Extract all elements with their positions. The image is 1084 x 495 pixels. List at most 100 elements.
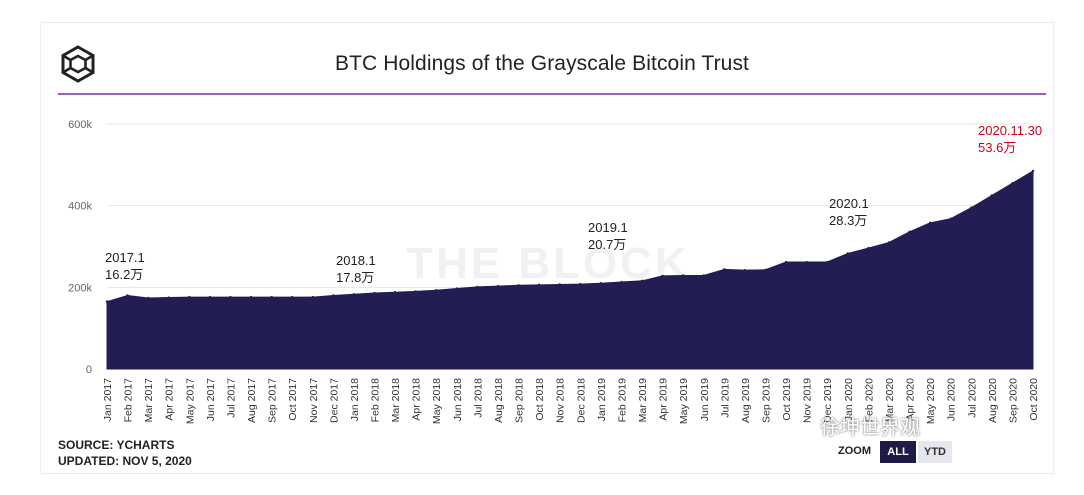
data-point bbox=[558, 283, 561, 286]
x-tick-label: Jul 2019 bbox=[719, 378, 731, 418]
source-label: SOURCE: YCHARTS bbox=[58, 438, 175, 452]
x-tick-label: Sep 2019 bbox=[760, 378, 772, 423]
annotation-label: 2020.11.30 bbox=[978, 123, 1042, 138]
x-tick-label: Mar 2018 bbox=[390, 378, 402, 423]
x-tick-label: May 2018 bbox=[431, 378, 443, 424]
x-tick-label: Feb 2020 bbox=[863, 378, 875, 423]
zhihu-watermark: 徐坤世界观 bbox=[820, 410, 920, 441]
data-point bbox=[743, 268, 747, 272]
data-point bbox=[640, 279, 644, 282]
y-tick-label: 400k bbox=[68, 201, 92, 213]
data-point bbox=[723, 268, 726, 271]
x-tick-label: Jun 2017 bbox=[205, 378, 217, 421]
annotation-label: 2020.1 bbox=[829, 196, 869, 211]
x-tick-label: Jan 2020 bbox=[843, 378, 855, 421]
x-tick-label: Aug 2017 bbox=[246, 378, 258, 423]
annotation-label: 2018.1 bbox=[336, 253, 376, 268]
data-point bbox=[784, 260, 788, 264]
data-point bbox=[620, 280, 623, 284]
annotation-label: 2019.1 bbox=[588, 220, 628, 235]
data-point bbox=[414, 290, 417, 293]
x-tick-label: Aug 2018 bbox=[493, 378, 505, 423]
annotation-label: 16.2万 bbox=[105, 267, 143, 282]
data-point bbox=[146, 296, 150, 300]
x-tick-label: Oct 2018 bbox=[534, 378, 546, 421]
data-point bbox=[270, 295, 273, 299]
cube-icon bbox=[61, 45, 95, 83]
annotation-label: 20.7万 bbox=[588, 237, 626, 252]
data-point bbox=[928, 221, 932, 225]
x-tick-label: Dec 2019 bbox=[822, 378, 834, 423]
data-point bbox=[970, 206, 973, 209]
data-point bbox=[332, 294, 335, 297]
data-point bbox=[188, 295, 191, 299]
x-tick-label: Sep 2018 bbox=[514, 378, 526, 423]
x-tick-label: Apr 2017 bbox=[164, 378, 176, 421]
x-tick-label: Jul 2017 bbox=[225, 378, 237, 418]
x-tick-label: Sep 2020 bbox=[1007, 378, 1019, 423]
data-point bbox=[167, 296, 170, 299]
x-tick-label: Feb 2017 bbox=[123, 378, 135, 423]
x-tick-label: Sep 2017 bbox=[267, 378, 279, 423]
data-point bbox=[990, 194, 994, 197]
annotation-label: 17.8万 bbox=[336, 270, 374, 285]
data-point bbox=[311, 295, 314, 299]
x-tick-label: Nov 2018 bbox=[555, 378, 567, 423]
data-point bbox=[867, 246, 870, 250]
x-tick-label: Apr 2019 bbox=[658, 378, 670, 421]
data-point bbox=[661, 274, 664, 278]
source-note: SOURCE: YCHARTS UPDATED: NOV 5, 2020 bbox=[58, 437, 192, 469]
x-tick-label: Apr 2020 bbox=[905, 378, 917, 421]
data-point bbox=[764, 268, 767, 271]
x-tick-label: Jan 2017 bbox=[102, 378, 114, 421]
x-tick-label: Dec 2017 bbox=[328, 378, 340, 423]
x-tick-label: Mar 2019 bbox=[637, 378, 649, 423]
data-point bbox=[352, 293, 356, 296]
x-tick-label: Jul 2018 bbox=[472, 378, 484, 418]
data-point bbox=[579, 282, 582, 286]
data-point bbox=[249, 295, 253, 299]
x-tick-label: Dec 2018 bbox=[575, 378, 587, 423]
y-tick-label: 200k bbox=[68, 282, 92, 294]
data-point bbox=[229, 295, 232, 299]
chart-title: BTC Holdings of the Grayscale Bitcoin Tr… bbox=[335, 52, 749, 75]
data-point bbox=[496, 284, 500, 288]
data-point bbox=[291, 295, 294, 299]
data-point bbox=[846, 252, 849, 255]
x-tick-label: Mar 2017 bbox=[143, 378, 155, 423]
title-divider bbox=[58, 93, 1046, 95]
data-point bbox=[105, 300, 109, 303]
x-tick-label: Nov 2019 bbox=[802, 378, 814, 423]
data-point bbox=[826, 260, 829, 264]
x-tick-label: Feb 2019 bbox=[616, 378, 628, 423]
x-tick-label: Jun 2019 bbox=[699, 378, 711, 421]
chart-watermark: THE BLOCK bbox=[406, 239, 690, 288]
data-point bbox=[805, 260, 808, 264]
x-tick-label: Aug 2019 bbox=[740, 378, 752, 423]
data-point bbox=[126, 294, 129, 297]
x-tick-label: May 2020 bbox=[925, 378, 937, 424]
data-point bbox=[702, 274, 705, 277]
x-tick-label: Mar 2020 bbox=[884, 378, 896, 423]
annotation-label: 28.3万 bbox=[829, 213, 867, 228]
data-point bbox=[887, 241, 891, 244]
data-point bbox=[393, 291, 397, 294]
y-tick-label: 600k bbox=[68, 119, 92, 131]
data-point bbox=[1011, 182, 1014, 185]
data-point bbox=[681, 274, 685, 277]
data-point bbox=[208, 295, 212, 299]
x-tick-label: Nov 2017 bbox=[308, 378, 320, 423]
zoom-ytd-button[interactable]: YTD bbox=[918, 441, 952, 463]
wechat-watermark: 徐坤世界观 bbox=[820, 417, 920, 439]
annotation-label: 2017.1 bbox=[105, 250, 145, 265]
x-tick-label: May 2019 bbox=[678, 378, 690, 424]
data-point bbox=[949, 217, 952, 220]
zoom-all-button[interactable]: ALL bbox=[880, 441, 916, 463]
x-tick-label: Aug 2020 bbox=[987, 378, 999, 423]
y-tick-label: 0 bbox=[86, 364, 92, 376]
data-point bbox=[476, 285, 479, 289]
x-tick-label: Oct 2017 bbox=[287, 378, 299, 421]
annotation-label: 53.6万 bbox=[978, 140, 1016, 155]
x-tick-label: Oct 2020 bbox=[1028, 378, 1040, 421]
